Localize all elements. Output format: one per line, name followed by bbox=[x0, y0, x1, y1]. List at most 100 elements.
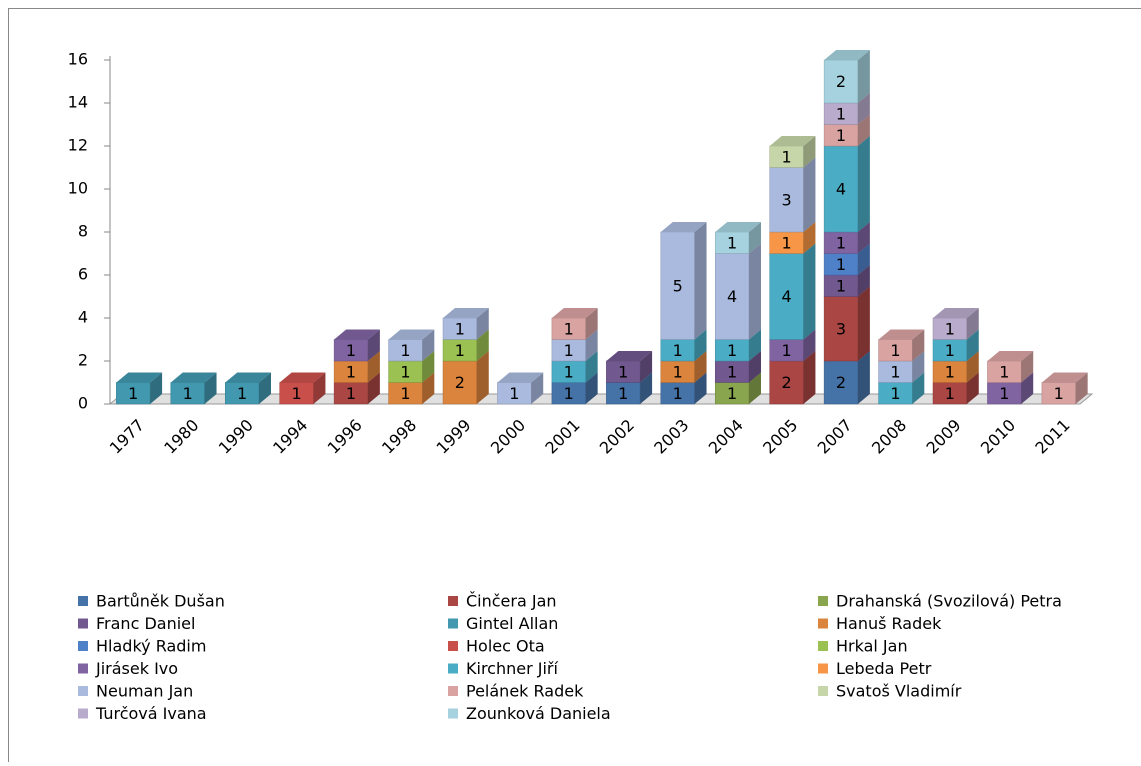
x-tick-label: 1990 bbox=[215, 415, 257, 457]
legend-swatch bbox=[448, 596, 458, 606]
data-label: 2 bbox=[455, 373, 465, 392]
legend-swatch bbox=[818, 619, 828, 629]
data-label: 2 bbox=[781, 373, 791, 392]
data-label: 1 bbox=[781, 233, 791, 252]
bar-segment: 1 bbox=[280, 373, 326, 405]
data-label: 1 bbox=[945, 362, 955, 381]
data-label: 1 bbox=[727, 362, 737, 381]
legend-swatch bbox=[818, 641, 828, 651]
bar-segment: 3 bbox=[770, 158, 816, 233]
bar-side bbox=[803, 158, 815, 233]
legend-label: Hanuš Radek bbox=[836, 614, 942, 633]
data-label: 1 bbox=[945, 341, 955, 360]
bar-segment: 4 bbox=[824, 136, 870, 232]
bar-segment: 1 bbox=[933, 308, 979, 340]
data-label: 1 bbox=[346, 362, 356, 381]
bar-segment: 2 bbox=[824, 50, 870, 103]
data-label: 1 bbox=[673, 384, 683, 403]
x-tick-label: 2008 bbox=[868, 415, 910, 457]
y-tick-label: 10 bbox=[68, 179, 88, 198]
data-label: 1 bbox=[400, 341, 410, 360]
legend-label: Jirásek Ivo bbox=[95, 659, 178, 678]
data-label: 4 bbox=[836, 180, 846, 199]
x-tick-label: 2004 bbox=[705, 415, 747, 457]
bar-side bbox=[803, 244, 815, 340]
bar-segment: 3 bbox=[824, 287, 870, 362]
y-tick-label: 16 bbox=[68, 50, 88, 69]
bar-side bbox=[695, 222, 707, 340]
bar-segment: 1 bbox=[715, 222, 761, 254]
y-tick-label: 0 bbox=[78, 394, 88, 413]
legend-swatch bbox=[78, 686, 88, 696]
data-label: 1 bbox=[564, 384, 574, 403]
legend-label: Drahanská (Svozilová) Petra bbox=[836, 592, 1062, 611]
legend-swatch bbox=[78, 619, 88, 629]
data-label: 1 bbox=[999, 384, 1009, 403]
legend-label: Hladký Radim bbox=[96, 637, 206, 656]
y-tick-label: 14 bbox=[68, 93, 88, 112]
legend-label: Neuman Jan bbox=[96, 682, 193, 701]
bar-segment: 1 bbox=[1042, 373, 1088, 405]
legend-label: Zounková Daniela bbox=[466, 704, 611, 723]
data-label: 1 bbox=[836, 255, 846, 274]
legend-swatch bbox=[818, 664, 828, 674]
bar-segment: 1 bbox=[116, 373, 162, 405]
bar-segment: 4 bbox=[770, 244, 816, 340]
data-label: 4 bbox=[781, 287, 791, 306]
data-label: 3 bbox=[781, 190, 791, 209]
data-label: 3 bbox=[836, 319, 846, 338]
x-tick-label: 2002 bbox=[596, 415, 638, 457]
data-label: 1 bbox=[509, 384, 519, 403]
bar-segment: 1 bbox=[497, 373, 543, 405]
x-tick-label: 1998 bbox=[378, 415, 420, 457]
legend-swatch bbox=[448, 641, 458, 651]
data-label: 1 bbox=[890, 362, 900, 381]
data-label: 1 bbox=[618, 384, 628, 403]
x-tick-label: 2000 bbox=[487, 415, 529, 457]
data-label: 1 bbox=[781, 147, 791, 166]
bar-side bbox=[749, 244, 761, 340]
x-tick-label: 1994 bbox=[269, 415, 311, 457]
x-tick-label: 2007 bbox=[814, 415, 856, 457]
legend-swatch bbox=[448, 619, 458, 629]
y-tick-label: 8 bbox=[78, 222, 88, 241]
legend-label: Kirchner Jiří bbox=[466, 659, 558, 678]
x-tick-label: 2003 bbox=[650, 415, 692, 457]
data-label: 1 bbox=[836, 104, 846, 123]
data-label: 1 bbox=[727, 233, 737, 252]
bar-segment: 1 bbox=[334, 330, 380, 362]
bar-segment: 1 bbox=[987, 351, 1033, 383]
legend-swatch bbox=[78, 596, 88, 606]
data-label: 5 bbox=[673, 276, 683, 295]
legend-label: Holec Ota bbox=[466, 637, 545, 656]
data-label: 1 bbox=[455, 341, 465, 360]
legend-label: Gintel Allan bbox=[466, 614, 558, 633]
legend-swatch bbox=[818, 686, 828, 696]
legend-swatch bbox=[78, 709, 88, 719]
data-label: 1 bbox=[400, 362, 410, 381]
bar-segment: 1 bbox=[171, 373, 217, 405]
legend-swatch bbox=[818, 596, 828, 606]
x-tick-label: 2005 bbox=[759, 415, 801, 457]
data-label: 2 bbox=[836, 72, 846, 91]
y-tick-label: 12 bbox=[68, 136, 88, 155]
bar-side bbox=[858, 136, 870, 232]
data-label: 1 bbox=[727, 341, 737, 360]
data-label: 1 bbox=[727, 384, 737, 403]
legend-label: Hrkal Jan bbox=[836, 637, 908, 656]
x-tick-label: 2001 bbox=[541, 415, 583, 457]
y-tick-label: 2 bbox=[78, 351, 88, 370]
x-tick-label: 1977 bbox=[106, 415, 148, 457]
x-tick-label: 2011 bbox=[1031, 415, 1073, 457]
data-label: 1 bbox=[183, 384, 193, 403]
bar-segment: 1 bbox=[879, 330, 925, 362]
data-label: 1 bbox=[781, 341, 791, 360]
legend-swatch bbox=[448, 664, 458, 674]
x-tick-label: 1996 bbox=[324, 415, 366, 457]
data-label: 1 bbox=[618, 362, 628, 381]
bar-segment: 1 bbox=[389, 330, 435, 362]
data-label: 4 bbox=[727, 287, 737, 306]
y-tick-label: 6 bbox=[78, 265, 88, 284]
bar-segment: 1 bbox=[225, 373, 271, 405]
bar-segment: 5 bbox=[661, 222, 707, 340]
